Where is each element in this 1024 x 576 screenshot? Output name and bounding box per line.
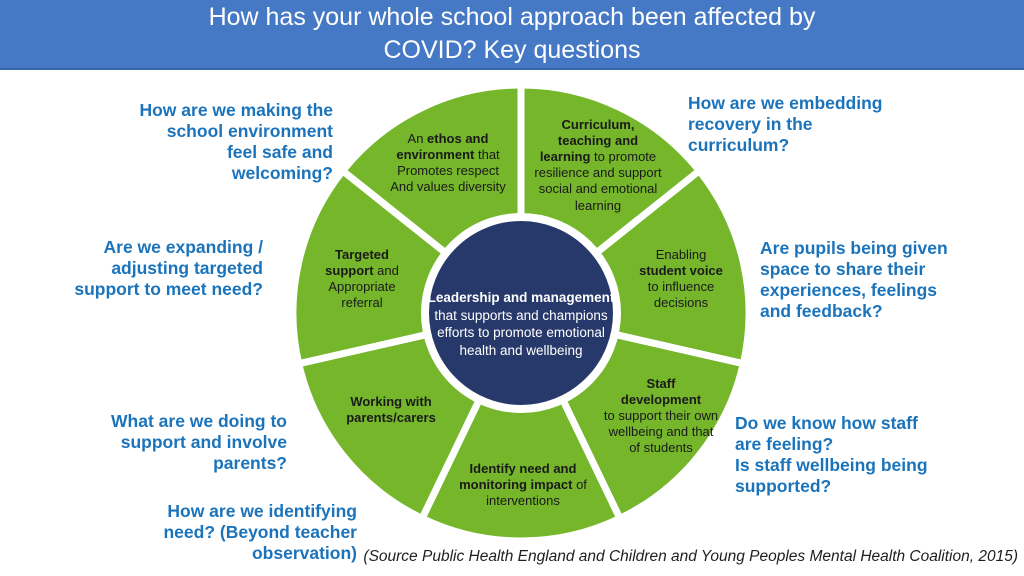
header-bar: How has your whole school approach been … xyxy=(0,0,1024,70)
question-pupils-space: Are pupils being given space to share th… xyxy=(760,238,948,321)
source-attribution: (Source Public Health England and Childr… xyxy=(363,548,1018,565)
segment-identify-need-wedge xyxy=(417,304,625,545)
segment-targeted-support-label: Targeted support and Appropriate referra… xyxy=(325,247,399,311)
question-identifying-need: How are we identifying need? (Beyond tea… xyxy=(163,501,357,563)
segment-staff-development-label: Staff development to support their own w… xyxy=(603,376,719,456)
segment-identify-need-label: Identify need and monitoring impact of i… xyxy=(459,461,587,509)
question-expanding-support: Are we expanding / adjusting targeted su… xyxy=(74,237,263,299)
slide-title: How has your whole school approach been … xyxy=(208,3,816,64)
center-leadership-label: Leadership and management that supports … xyxy=(427,290,615,358)
segment-curriculum-label: Curriculum, teaching and learning to pro… xyxy=(534,117,662,213)
question-staff-feeling: Do we know how staff are feeling? Is sta… xyxy=(735,413,928,496)
question-embedding-recovery: How are we embedding recovery in the cur… xyxy=(688,93,883,155)
question-safe-environment: How are we making the school environment… xyxy=(139,100,333,183)
center-circle xyxy=(421,213,621,413)
segment-working-parents-label: Working with parents/carers xyxy=(346,394,436,426)
segment-ethos-label: An ethos and environment that Promotes r… xyxy=(390,131,506,195)
question-support-parents: What are we doing to support and involve… xyxy=(111,411,287,473)
segment-student-voice-label: Enabling student voice to influence deci… xyxy=(639,247,723,311)
